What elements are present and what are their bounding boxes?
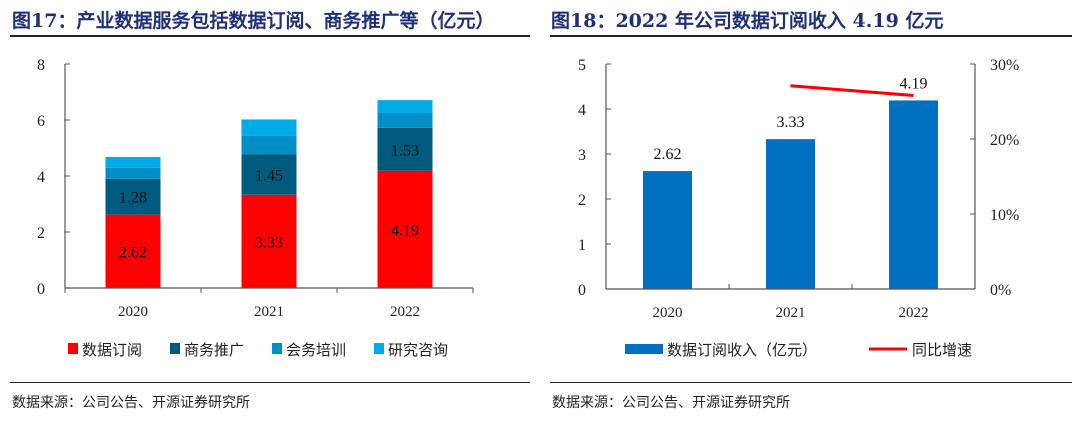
- x-tick-label: 2021: [254, 304, 284, 320]
- y-tick-label: 5: [578, 57, 586, 74]
- left-title-rule: [10, 35, 530, 37]
- y-tick-label: 4: [578, 102, 586, 119]
- legend-label: 会务培训: [286, 341, 346, 359]
- y-tick-label: 0: [578, 282, 586, 299]
- y-tick-label: 1: [578, 237, 586, 254]
- x-tick-label: 2022: [390, 304, 420, 320]
- data-label: 2.62: [654, 146, 682, 163]
- bar-segment: [105, 156, 161, 168]
- x-tick-label: 2021: [776, 305, 806, 321]
- y2-tick-label: 20%: [990, 132, 1019, 149]
- growth-line: [790, 84, 914, 97]
- y2-tick-label: 10%: [990, 207, 1019, 224]
- y-tick-label: 4: [37, 169, 45, 186]
- bar-segment: [241, 154, 297, 195]
- legend-label: 同比增速: [912, 341, 972, 359]
- bar-segment: [377, 127, 433, 171]
- data-label: 3.33: [777, 114, 805, 131]
- data-label: 4.19: [391, 222, 419, 239]
- bar-segment: [377, 113, 433, 128]
- bar-segment: [377, 100, 433, 113]
- bar-segment: [241, 119, 297, 136]
- bar: [766, 139, 815, 289]
- bar-segment: [377, 170, 433, 288]
- legend-swatch-bar: [625, 344, 663, 354]
- data-label: 4.19: [900, 75, 928, 92]
- legend-label: 研究咨询: [388, 341, 448, 359]
- legend-swatch: [374, 343, 384, 354]
- y2-tick-label: 30%: [990, 57, 1019, 74]
- right-chart-title: 图18：2022 年公司数据订阅收入 4.19 亿元: [551, 10, 944, 32]
- y-tick-label: 2: [578, 192, 586, 209]
- legend-swatch: [272, 343, 282, 354]
- left-source-rule: [10, 382, 530, 383]
- x-tick-label: 2020: [653, 305, 683, 321]
- y2-tick-label: 0%: [990, 282, 1011, 299]
- left-chart-title: 图17：产业数据服务包括数据订阅、商务推广等（亿元）: [12, 10, 495, 32]
- right-source-rule: [550, 382, 1072, 383]
- y-tick-label: 8: [37, 57, 45, 74]
- legend-label: 商务推广: [184, 341, 244, 359]
- y-tick-label: 2: [37, 225, 45, 242]
- bar: [643, 171, 692, 289]
- x-tick-label: 2022: [899, 305, 929, 321]
- data-label: 3.33: [255, 234, 283, 251]
- data-label: 1.45: [255, 167, 283, 184]
- bar-segment: [241, 135, 297, 155]
- right-source-note: 数据来源：公司公告、开源证券研究所: [552, 395, 790, 411]
- legend-label: 数据订阅: [82, 341, 142, 359]
- y-tick-label: 3: [578, 147, 586, 164]
- legend-swatch: [170, 343, 180, 354]
- y-tick-label: 6: [37, 113, 45, 130]
- data-label: 2.62: [119, 244, 147, 261]
- legend-label: 数据订阅收入（亿元）: [667, 341, 817, 359]
- data-label: 1.53: [391, 142, 419, 159]
- x-tick-label: 2020: [118, 304, 148, 320]
- bar: [889, 100, 938, 289]
- bar-segment: [241, 194, 297, 288]
- y-tick-label: 0: [37, 281, 45, 298]
- bar-segment: [105, 167, 161, 179]
- left-source-note: 数据来源：公司公告、开源证券研究所: [12, 395, 250, 411]
- bar-segment: [105, 214, 161, 288]
- right-title-rule: [550, 35, 1072, 37]
- legend-swatch: [68, 343, 78, 354]
- bar-segment: [105, 178, 161, 215]
- data-label: 1.28: [119, 190, 147, 207]
